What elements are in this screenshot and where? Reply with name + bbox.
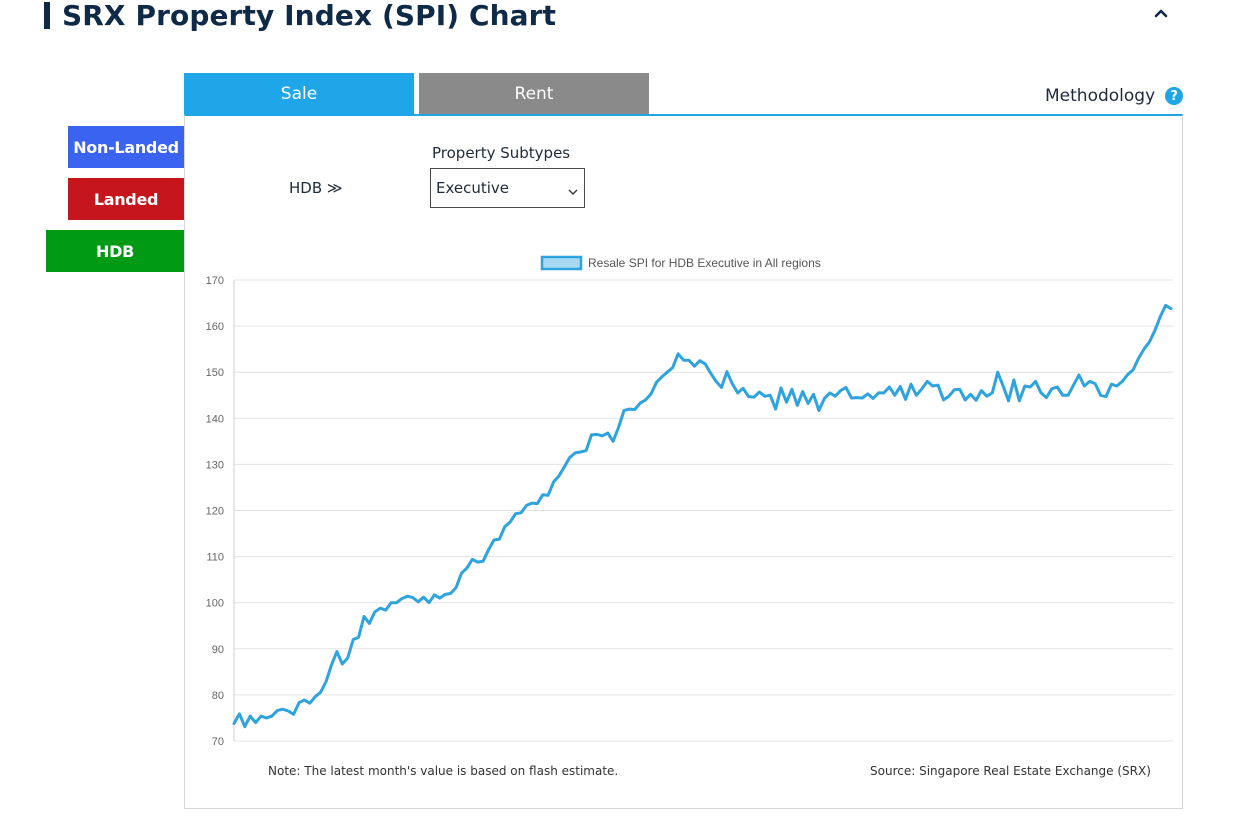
source-note: Source: Singapore Real Estate Exchange (…: [870, 764, 1151, 778]
y-tick-label: 80: [212, 690, 224, 702]
y-tick-label: 110: [206, 552, 224, 564]
hdb-button[interactable]: HDB: [46, 230, 184, 272]
y-tick-label: 90: [212, 644, 224, 656]
series-line-hdb-executive: [232, 303, 1173, 729]
legend-label[interactable]: Resale SPI for HDB Executive in All regi…: [588, 256, 821, 270]
title-accent-bar: [44, 1, 50, 29]
y-tick-label: 70: [212, 736, 224, 748]
property-type-label: HDB ≫: [289, 179, 343, 197]
property-subtypes-label: Property Subtypes: [432, 144, 571, 162]
page-header: SRX Property Index (SPI) Chart: [44, 0, 557, 32]
y-tick-label: 170: [206, 275, 224, 287]
methodology-link[interactable]: Methodology ?: [1045, 86, 1184, 106]
chart-panel: [184, 114, 1183, 809]
help-icon[interactable]: ?: [1165, 87, 1184, 105]
legend-swatch[interactable]: [540, 255, 583, 271]
tab-rent[interactable]: Rent: [419, 73, 649, 115]
property-subtype-value: Executive: [436, 179, 510, 197]
y-tick-label: 140: [206, 413, 224, 425]
non-landed-button[interactable]: Non-Landed: [68, 126, 184, 168]
tab-sale[interactable]: Sale: [184, 73, 414, 115]
chevron-down-icon: [568, 182, 578, 200]
y-tick-label: 120: [206, 506, 224, 518]
flash-estimate-note: Note: The latest month's value is based …: [268, 764, 619, 778]
y-tick-label: 150: [206, 367, 224, 379]
methodology-label: Methodology: [1045, 86, 1156, 106]
y-tick-label: 160: [206, 321, 224, 333]
y-tick-label: 100: [206, 598, 224, 610]
y-tick-label: 130: [206, 459, 224, 471]
landed-button[interactable]: Landed: [68, 178, 184, 220]
property-subtype-select[interactable]: Executive: [430, 168, 585, 208]
chevron-up-icon[interactable]: [1150, 2, 1172, 24]
page-title: SRX Property Index (SPI) Chart: [62, 0, 557, 32]
